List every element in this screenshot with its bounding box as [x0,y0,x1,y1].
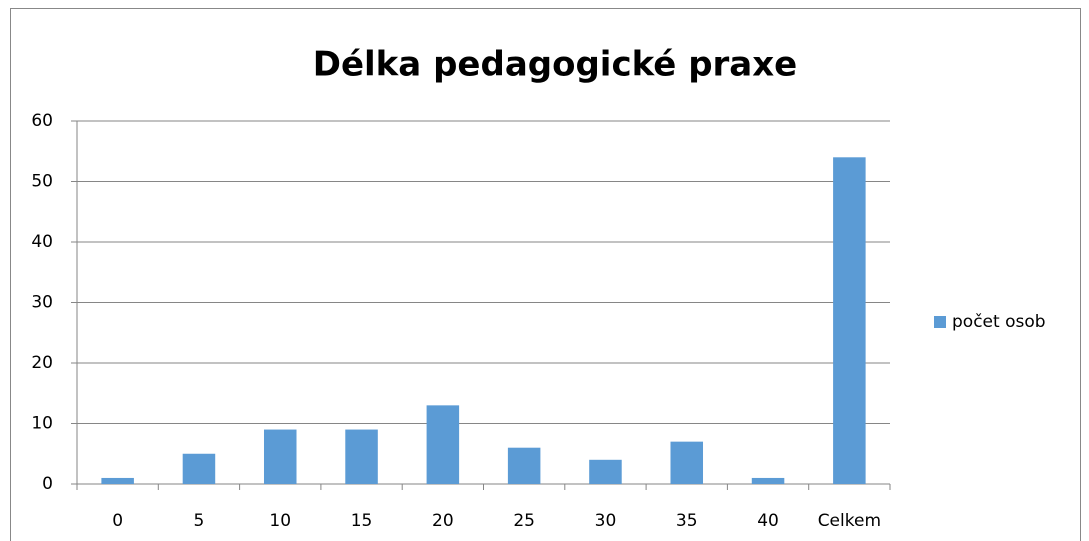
bar [345,429,378,484]
legend-swatch [934,316,946,328]
bar [751,477,785,484]
y-tick-label: 40 [31,232,53,252]
bar [507,447,541,484]
bar [101,477,134,484]
y-tick-label: 60 [31,111,53,131]
x-tick-label: 35 [676,511,698,531]
x-tick-label: 10 [269,511,291,531]
bar [182,453,216,484]
y-tick-label: 30 [31,293,53,313]
x-tick-label: 15 [351,511,373,531]
x-tick-label: 20 [432,511,454,531]
y-tick-label: 50 [31,172,53,192]
bar [589,459,622,484]
bar [426,405,460,484]
y-tick-label: 20 [31,353,53,373]
chart-title: Délka pedagogické praxe [313,45,797,85]
x-tick-label: 25 [513,511,535,531]
chart-border [10,8,1081,541]
x-tick-label: 40 [757,511,779,531]
x-tick-label: 30 [595,511,617,531]
y-tick-label: 0 [42,474,53,494]
bar [263,429,297,484]
x-tick-label: Celkem [818,511,881,531]
x-tick-label: 0 [112,511,123,531]
x-tick-label: 5 [194,511,205,531]
y-tick-label: 10 [31,414,53,434]
legend-label: počet osob [952,312,1046,332]
bar [670,441,704,484]
bar [833,157,866,485]
